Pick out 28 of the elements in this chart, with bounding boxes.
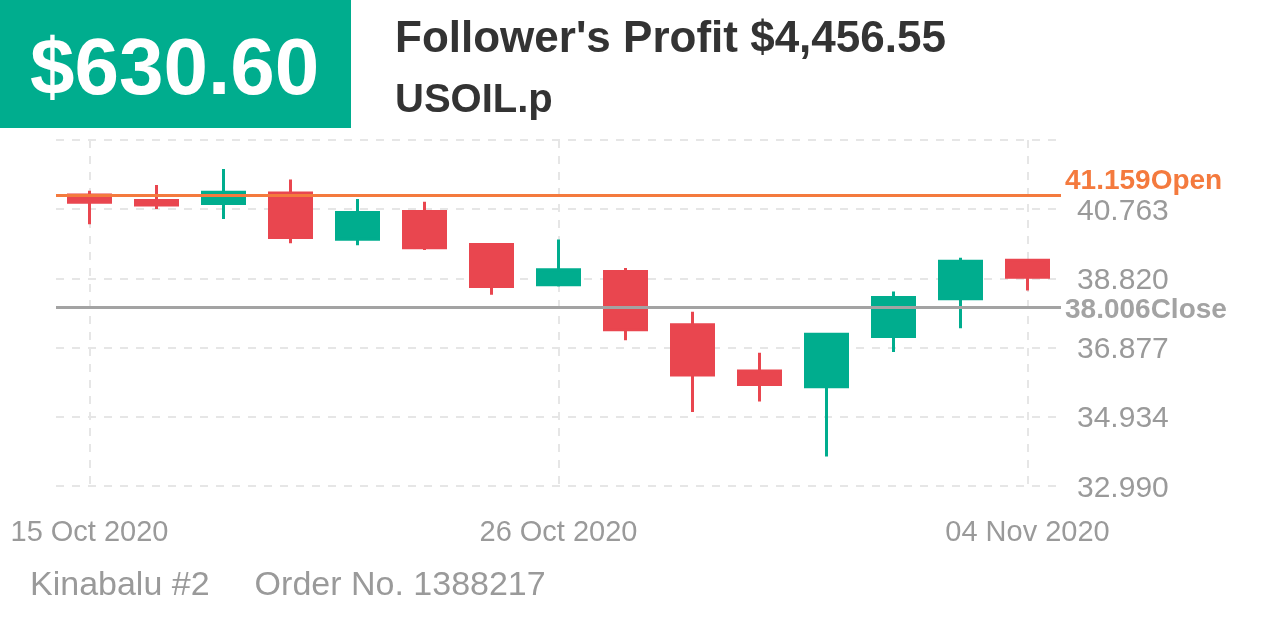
x-tick-label: 15 Oct 2020	[10, 514, 169, 547]
candlestick	[268, 179, 313, 244]
candlestick	[938, 257, 983, 329]
y-tick-label: 38.820	[1077, 261, 1169, 295]
text: $630.60	[30, 22, 320, 111]
candlestick	[871, 291, 916, 353]
candlestick	[536, 239, 581, 287]
ref-line-label: 38.006Close	[1065, 292, 1227, 324]
x-tick-label: 26 Oct 2020	[479, 514, 638, 547]
text: Order No. 1388217	[254, 564, 546, 602]
ref-line-label: 41.159Open	[1065, 163, 1223, 195]
candlestick	[670, 311, 715, 412]
y-tick-label: 34.934	[1077, 400, 1169, 434]
candlestick	[402, 201, 447, 250]
x-tick-label: 04 Nov 2020	[945, 514, 1110, 547]
candlestick	[804, 332, 849, 457]
candlestick	[134, 185, 179, 209]
candlestick	[603, 268, 648, 341]
candlestick	[335, 198, 380, 246]
y-tick-label: 32.990	[1077, 469, 1169, 503]
chart-subtitle: USOIL.p	[395, 76, 553, 120]
y-tick-label: 36.877	[1077, 331, 1169, 365]
chart-title: Follower's Profit $4,456.55	[395, 12, 946, 61]
y-tick-label: 40.763	[1077, 192, 1169, 226]
candlestick	[469, 243, 514, 295]
candlestick	[737, 352, 782, 402]
text: Kinabalu #2	[30, 564, 210, 602]
candlestick	[1005, 258, 1050, 291]
